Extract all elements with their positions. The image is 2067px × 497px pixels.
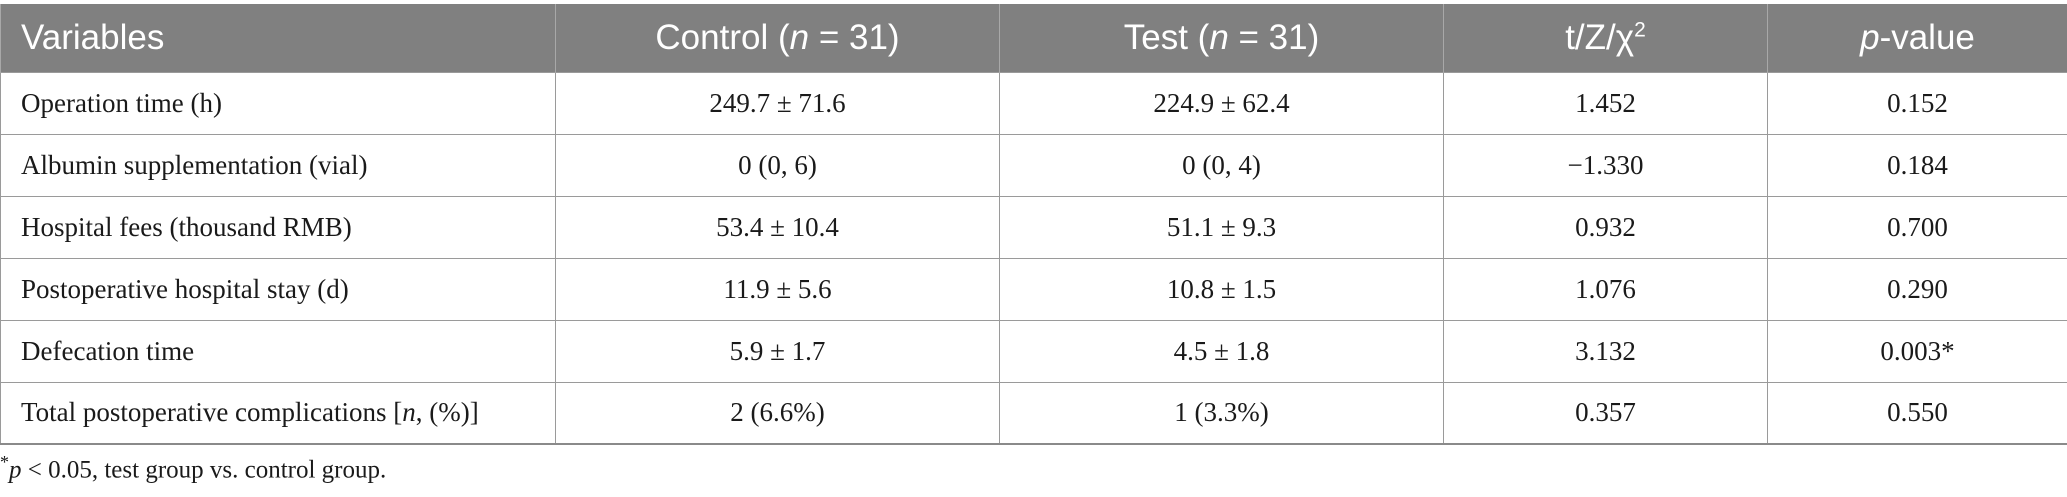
- table-row: Operation time (h) 249.7 ± 71.6 224.9 ± …: [0, 71, 2067, 135]
- cell-p-value: 0.550: [1767, 381, 2067, 445]
- footnote-asterisk: *: [0, 452, 9, 472]
- cell-variable: Albumin supplementation (vial): [0, 133, 556, 197]
- cell-p-value: 0.184: [1767, 133, 2067, 197]
- cell-control: 11.9 ± 5.6: [555, 257, 1000, 321]
- cell-p-value: 0.700: [1767, 195, 2067, 259]
- cell-variable: Postoperative hospital stay (d): [0, 257, 556, 321]
- cell-control: 5.9 ± 1.7: [555, 319, 1000, 383]
- cell-test: 4.5 ± 1.8: [999, 319, 1444, 383]
- cell-variable: Total postoperative complications [n, (%…: [0, 381, 556, 445]
- header-p-value: p-value: [1767, 4, 2067, 72]
- cell-statistic: 3.132: [1443, 319, 1768, 383]
- cell-control: 2 (6.6%): [555, 381, 1000, 445]
- cell-statistic: 1.452: [1443, 71, 1768, 135]
- cell-test: 10.8 ± 1.5: [999, 257, 1444, 321]
- cell-statistic: 0.932: [1443, 195, 1768, 259]
- table-footnote: *p < 0.05, test group vs. control group.: [0, 452, 386, 484]
- cell-variable: Hospital fees (thousand RMB): [0, 195, 556, 259]
- results-table-container: Variables Control (n = 31) Test (n = 31)…: [0, 4, 2067, 445]
- results-table: Variables Control (n = 31) Test (n = 31)…: [0, 4, 2067, 445]
- footnote-p: p: [9, 456, 22, 484]
- table-row: Albumin supplementation (vial) 0 (0, 6) …: [0, 133, 2067, 197]
- cell-test: 0 (0, 4): [999, 133, 1444, 197]
- footnote-text: < 0.05, test group vs. control group.: [21, 456, 387, 484]
- table-row: Total postoperative complications [n, (%…: [0, 381, 2067, 445]
- table-header-row: Variables Control (n = 31) Test (n = 31)…: [0, 4, 2067, 72]
- cell-variable: Operation time (h): [0, 71, 556, 135]
- cell-p-value: 0.152: [1767, 71, 2067, 135]
- header-test: Test (n = 31): [999, 4, 1444, 72]
- cell-variable: Defecation time: [0, 319, 556, 383]
- cell-control: 249.7 ± 71.6: [555, 71, 1000, 135]
- cell-p-value: 0.290: [1767, 257, 2067, 321]
- cell-statistic: 0.357: [1443, 381, 1768, 445]
- header-control: Control (n = 31): [555, 4, 1000, 72]
- cell-control: 53.4 ± 10.4: [555, 195, 1000, 259]
- cell-statistic: 1.076: [1443, 257, 1768, 321]
- table-row: Defecation time 5.9 ± 1.7 4.5 ± 1.8 3.13…: [0, 319, 2067, 383]
- cell-statistic: −1.330: [1443, 133, 1768, 197]
- cell-control: 0 (0, 6): [555, 133, 1000, 197]
- header-variables: Variables: [0, 4, 556, 72]
- cell-test: 51.1 ± 9.3: [999, 195, 1444, 259]
- cell-test: 1 (3.3%): [999, 381, 1444, 445]
- cell-test: 224.9 ± 62.4: [999, 71, 1444, 135]
- cell-p-value: 0.003*: [1767, 319, 2067, 383]
- table-row: Postoperative hospital stay (d) 11.9 ± 5…: [0, 257, 2067, 321]
- table-row: Hospital fees (thousand RMB) 53.4 ± 10.4…: [0, 195, 2067, 259]
- header-statistic: t/Z/χ2: [1443, 4, 1768, 72]
